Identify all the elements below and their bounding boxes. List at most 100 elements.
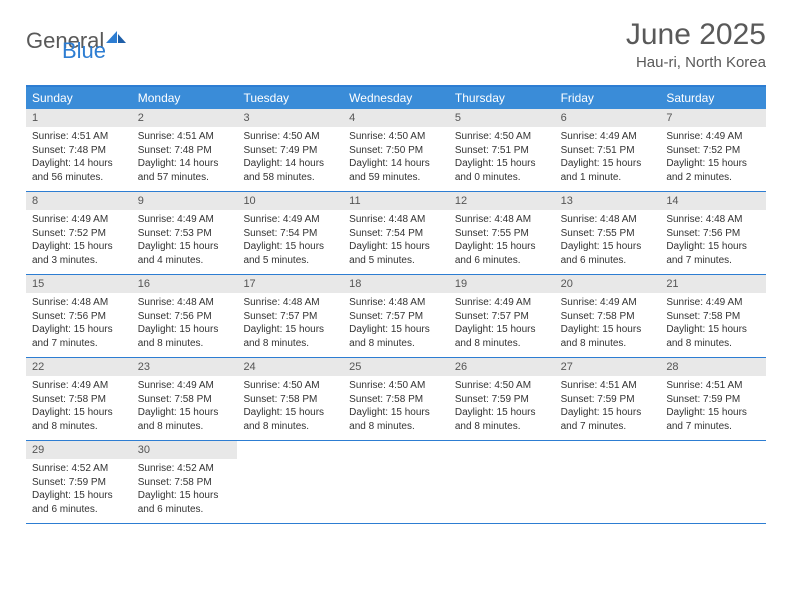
daylight-text: Daylight: 15 hours and 2 minutes.	[666, 157, 760, 184]
sunrise-text: Sunrise: 4:48 AM	[349, 296, 443, 310]
day-body: Sunrise: 4:49 AMSunset: 7:58 PMDaylight:…	[132, 376, 238, 437]
day-cell: 9Sunrise: 4:49 AMSunset: 7:53 PMDaylight…	[132, 192, 238, 274]
week-row: 29Sunrise: 4:52 AMSunset: 7:59 PMDayligh…	[26, 441, 766, 524]
day-number: 15	[26, 275, 132, 293]
daylight-text: Daylight: 15 hours and 8 minutes.	[666, 323, 760, 350]
sunset-text: Sunset: 7:52 PM	[666, 144, 760, 158]
day-body: Sunrise: 4:49 AMSunset: 7:57 PMDaylight:…	[449, 293, 555, 354]
day-number: 23	[132, 358, 238, 376]
daylight-text: Daylight: 14 hours and 59 minutes.	[349, 157, 443, 184]
sunset-text: Sunset: 7:58 PM	[561, 310, 655, 324]
day-number: 10	[237, 192, 343, 210]
sunrise-text: Sunrise: 4:49 AM	[32, 379, 126, 393]
day-body: Sunrise: 4:48 AMSunset: 7:56 PMDaylight:…	[26, 293, 132, 354]
sunset-text: Sunset: 7:56 PM	[32, 310, 126, 324]
day-cell: 6Sunrise: 4:49 AMSunset: 7:51 PMDaylight…	[555, 109, 661, 191]
day-header-friday: Friday	[555, 87, 661, 109]
header: GeneralBlue June 2025 Hau-ri, North Kore…	[0, 0, 792, 79]
sunset-text: Sunset: 7:53 PM	[138, 227, 232, 241]
sunset-text: Sunset: 7:55 PM	[455, 227, 549, 241]
sunrise-text: Sunrise: 4:51 AM	[138, 130, 232, 144]
sunset-text: Sunset: 7:48 PM	[138, 144, 232, 158]
sunrise-text: Sunrise: 4:49 AM	[243, 213, 337, 227]
logo-text-blue: Blue	[62, 38, 106, 64]
sunset-text: Sunset: 7:54 PM	[243, 227, 337, 241]
day-cell: 17Sunrise: 4:48 AMSunset: 7:57 PMDayligh…	[237, 275, 343, 357]
sunset-text: Sunset: 7:58 PM	[138, 476, 232, 490]
day-cell: 27Sunrise: 4:51 AMSunset: 7:59 PMDayligh…	[555, 358, 661, 440]
day-cell: 22Sunrise: 4:49 AMSunset: 7:58 PMDayligh…	[26, 358, 132, 440]
week-row: 1Sunrise: 4:51 AMSunset: 7:48 PMDaylight…	[26, 109, 766, 192]
sunrise-text: Sunrise: 4:48 AM	[349, 213, 443, 227]
day-cell: 11Sunrise: 4:48 AMSunset: 7:54 PMDayligh…	[343, 192, 449, 274]
day-cell: 3Sunrise: 4:50 AMSunset: 7:49 PMDaylight…	[237, 109, 343, 191]
title-block: June 2025 Hau-ri, North Korea	[626, 18, 766, 71]
sunset-text: Sunset: 7:57 PM	[243, 310, 337, 324]
sunset-text: Sunset: 7:55 PM	[561, 227, 655, 241]
day-body: Sunrise: 4:51 AMSunset: 7:59 PMDaylight:…	[660, 376, 766, 437]
daylight-text: Daylight: 15 hours and 5 minutes.	[243, 240, 337, 267]
daylight-text: Daylight: 15 hours and 7 minutes.	[561, 406, 655, 433]
day-cell: 21Sunrise: 4:49 AMSunset: 7:58 PMDayligh…	[660, 275, 766, 357]
daylight-text: Daylight: 15 hours and 6 minutes.	[138, 489, 232, 516]
sunrise-text: Sunrise: 4:48 AM	[32, 296, 126, 310]
day-body: Sunrise: 4:48 AMSunset: 7:55 PMDaylight:…	[449, 210, 555, 271]
daylight-text: Daylight: 15 hours and 8 minutes.	[455, 406, 549, 433]
day-cell: 14Sunrise: 4:48 AMSunset: 7:56 PMDayligh…	[660, 192, 766, 274]
sunset-text: Sunset: 7:51 PM	[561, 144, 655, 158]
day-cell: 19Sunrise: 4:49 AMSunset: 7:57 PMDayligh…	[449, 275, 555, 357]
day-header-wednesday: Wednesday	[343, 87, 449, 109]
day-body: Sunrise: 4:49 AMSunset: 7:58 PMDaylight:…	[26, 376, 132, 437]
day-header-thursday: Thursday	[449, 87, 555, 109]
daylight-text: Daylight: 15 hours and 5 minutes.	[349, 240, 443, 267]
day-body: Sunrise: 4:52 AMSunset: 7:58 PMDaylight:…	[132, 459, 238, 520]
day-body: Sunrise: 4:50 AMSunset: 7:58 PMDaylight:…	[237, 376, 343, 437]
daylight-text: Daylight: 15 hours and 8 minutes.	[349, 406, 443, 433]
daylight-text: Daylight: 14 hours and 56 minutes.	[32, 157, 126, 184]
day-number: 29	[26, 441, 132, 459]
sunrise-text: Sunrise: 4:50 AM	[455, 379, 549, 393]
daylight-text: Daylight: 15 hours and 8 minutes.	[561, 323, 655, 350]
sunset-text: Sunset: 7:50 PM	[349, 144, 443, 158]
sunset-text: Sunset: 7:58 PM	[666, 310, 760, 324]
day-number: 14	[660, 192, 766, 210]
day-number: 26	[449, 358, 555, 376]
day-body: Sunrise: 4:49 AMSunset: 7:58 PMDaylight:…	[555, 293, 661, 354]
daylight-text: Daylight: 15 hours and 4 minutes.	[138, 240, 232, 267]
location-label: Hau-ri, North Korea	[626, 54, 766, 71]
sunrise-text: Sunrise: 4:49 AM	[455, 296, 549, 310]
day-cell: 28Sunrise: 4:51 AMSunset: 7:59 PMDayligh…	[660, 358, 766, 440]
day-cell: 26 Sunrise: 4:50 AMSunset: 7:59 PMDayligh…	[449, 358, 555, 440]
day-number: 18	[343, 275, 449, 293]
day-body: Sunrise: 4:49 AMSunset: 7:53 PMDaylight:…	[132, 210, 238, 271]
day-number: 11	[343, 192, 449, 210]
day-cell: 4Sunrise: 4:50 AMSunset: 7:50 PMDaylight…	[343, 109, 449, 191]
sunset-text: Sunset: 7:49 PM	[243, 144, 337, 158]
day-cell	[660, 441, 766, 523]
sunset-text: Sunset: 7:57 PM	[349, 310, 443, 324]
day-body: Sunrise: 4:50 AMSunset: 7:51 PMDaylight:…	[449, 127, 555, 188]
day-cell: 23Sunrise: 4:49 AMSunset: 7:58 PMDayligh…	[132, 358, 238, 440]
sunrise-text: Sunrise: 4:49 AM	[138, 379, 232, 393]
day-number: 3	[237, 109, 343, 127]
day-body: Sunrise: 4:49 AMSunset: 7:58 PMDaylight:…	[660, 293, 766, 354]
sunrise-text: Sunrise: 4:50 AM	[349, 130, 443, 144]
sunrise-text: Sunrise: 4:51 AM	[32, 130, 126, 144]
day-cell: 10 Sunrise: 4:49 AMSunset: 7:54 PMDayligh…	[237, 192, 343, 274]
day-body: Sunrise: 4:48 AMSunset: 7:55 PMDaylight:…	[555, 210, 661, 271]
sunset-text: Sunset: 7:57 PM	[455, 310, 549, 324]
day-header-sunday: Sunday	[26, 87, 132, 109]
daylight-text: Daylight: 15 hours and 8 minutes.	[243, 323, 337, 350]
sunset-text: Sunset: 7:59 PM	[561, 393, 655, 407]
day-number: 2	[132, 109, 238, 127]
daylight-text: Daylight: 15 hours and 6 minutes.	[561, 240, 655, 267]
week-row: 22Sunrise: 4:49 AMSunset: 7:58 PMDayligh…	[26, 358, 766, 441]
sunset-text: Sunset: 7:51 PM	[455, 144, 549, 158]
daylight-text: Daylight: 15 hours and 0 minutes.	[455, 157, 549, 184]
day-body: Sunrise: 4:48 AMSunset: 7:56 PMDaylight:…	[132, 293, 238, 354]
daylight-text: Daylight: 15 hours and 8 minutes.	[138, 406, 232, 433]
day-number: 22	[26, 358, 132, 376]
daylight-text: Daylight: 15 hours and 7 minutes.	[32, 323, 126, 350]
sunset-text: Sunset: 7:59 PM	[455, 393, 549, 407]
sunset-text: Sunset: 7:52 PM	[32, 227, 126, 241]
